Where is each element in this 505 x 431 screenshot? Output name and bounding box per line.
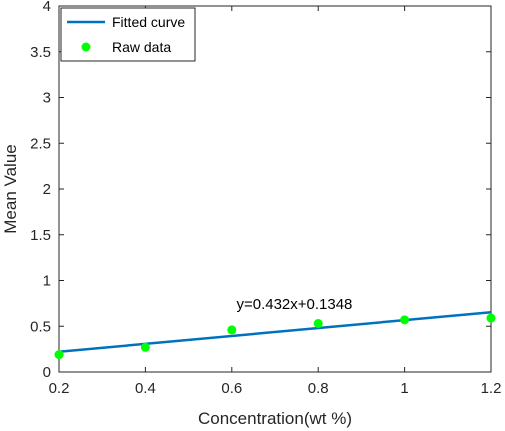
plot-frame bbox=[58, 5, 492, 373]
fitted-curve-line bbox=[58, 310, 492, 354]
y-tick-label: 0.5 bbox=[30, 318, 51, 335]
raw-data-point bbox=[54, 350, 64, 360]
raw-data-point bbox=[486, 313, 496, 323]
raw-data-point bbox=[227, 325, 237, 335]
y-tick-label: 0 bbox=[43, 364, 51, 381]
equation-annotation: y=0.432x+0.1348 bbox=[236, 296, 352, 313]
y-tick-label: 4 bbox=[43, 0, 51, 15]
y-tick-label: 3 bbox=[43, 90, 51, 107]
y-tick-label: 3.5 bbox=[30, 44, 51, 61]
raw-data-point bbox=[400, 315, 410, 325]
x-tick-label: 0.6 bbox=[221, 380, 242, 397]
x-axis-label: Concentration(wt %) bbox=[198, 409, 352, 428]
x-tick-label: 0.2 bbox=[49, 380, 70, 397]
x-tick-label: 0.8 bbox=[308, 380, 329, 397]
x-tick-label: 1 bbox=[400, 380, 408, 397]
y-axis-label: Mean Value bbox=[1, 144, 20, 233]
legend: Fitted curve Raw data bbox=[60, 7, 196, 62]
x-tick-label: 0.4 bbox=[135, 380, 156, 397]
legend-entry-label: Raw data bbox=[112, 39, 171, 55]
legend-entry-label: Fitted curve bbox=[112, 14, 185, 30]
y-tick-label: 1.5 bbox=[30, 227, 51, 244]
legend-marker-swatch bbox=[81, 42, 91, 52]
raw-data-point bbox=[140, 342, 150, 352]
raw-data-point bbox=[313, 319, 323, 329]
y-tick-label: 1 bbox=[43, 273, 51, 290]
plot-data: y=0.432x+0.1348 bbox=[54, 296, 496, 360]
legend-box bbox=[60, 7, 196, 62]
y-tick-label: 2 bbox=[43, 181, 51, 198]
y-tick-label: 2.5 bbox=[30, 135, 51, 152]
x-tick-label: 1.2 bbox=[481, 380, 502, 397]
